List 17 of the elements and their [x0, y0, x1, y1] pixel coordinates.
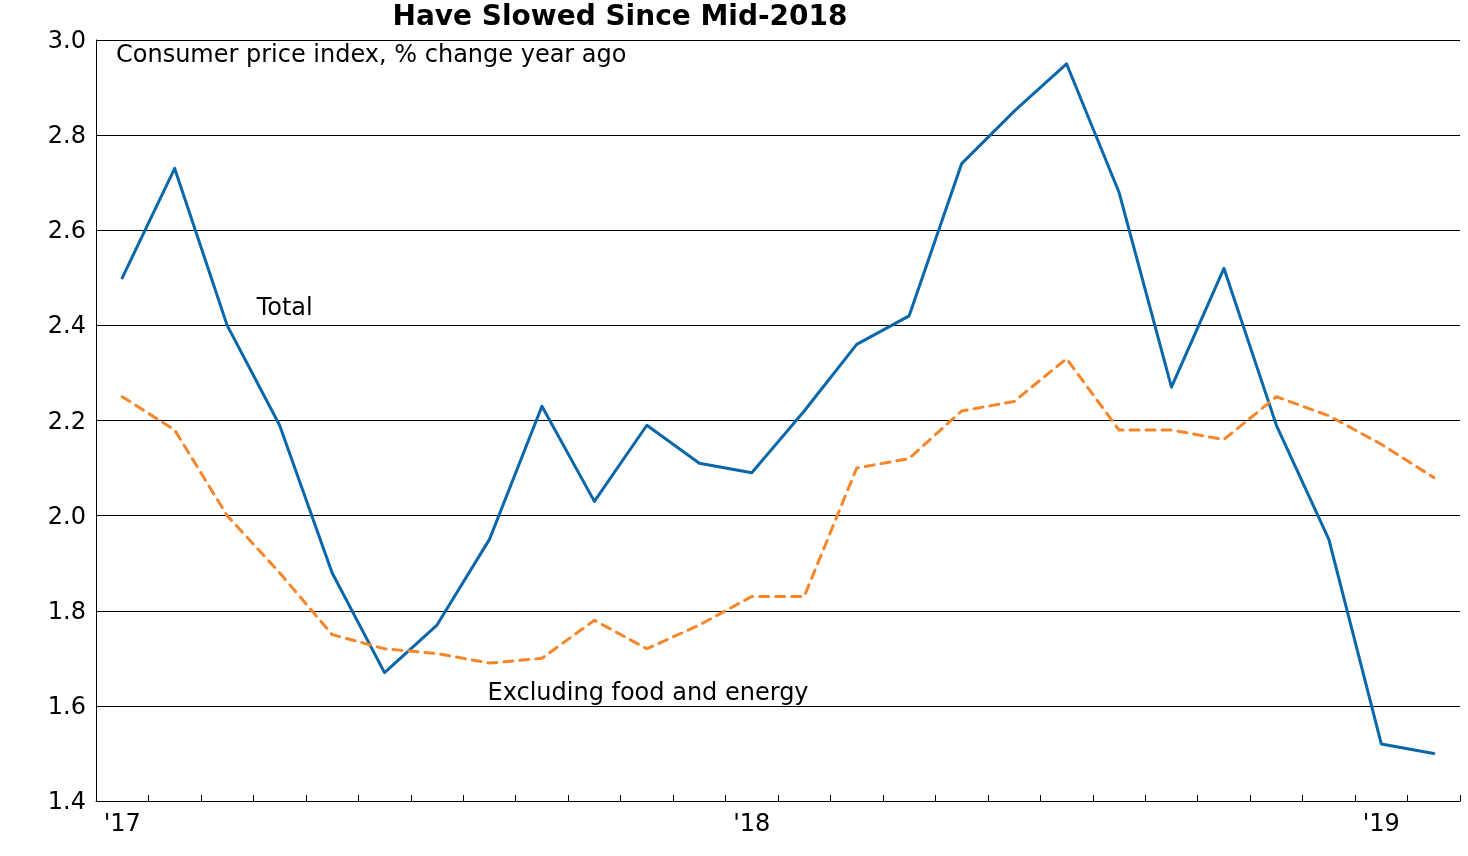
y-tick-label: 2.8 [47, 121, 86, 150]
x-tick-label: '19 [1362, 809, 1400, 837]
chart-title: Have Slowed Since Mid-2018 [392, 0, 848, 32]
annotation: Consumer price index, % change year ago [116, 40, 627, 68]
y-tick-label: 1.8 [47, 596, 86, 625]
series-label: Excluding food and energy [487, 677, 809, 706]
x-tick-label: '18 [733, 809, 771, 837]
y-tick-label: 1.4 [47, 787, 86, 815]
y-tick-label: 3.0 [47, 26, 86, 54]
y-tick-label: 2.6 [47, 216, 86, 245]
line-series [120, 357, 1436, 665]
series-label: Total [255, 293, 313, 322]
y-tick-label: 2.0 [47, 501, 86, 530]
y-tick-label: 2.4 [47, 311, 86, 340]
y-tick-label: 2.2 [47, 406, 86, 435]
y-tick-label: 1.6 [47, 691, 86, 720]
x-tick-label: '17 [103, 809, 141, 837]
